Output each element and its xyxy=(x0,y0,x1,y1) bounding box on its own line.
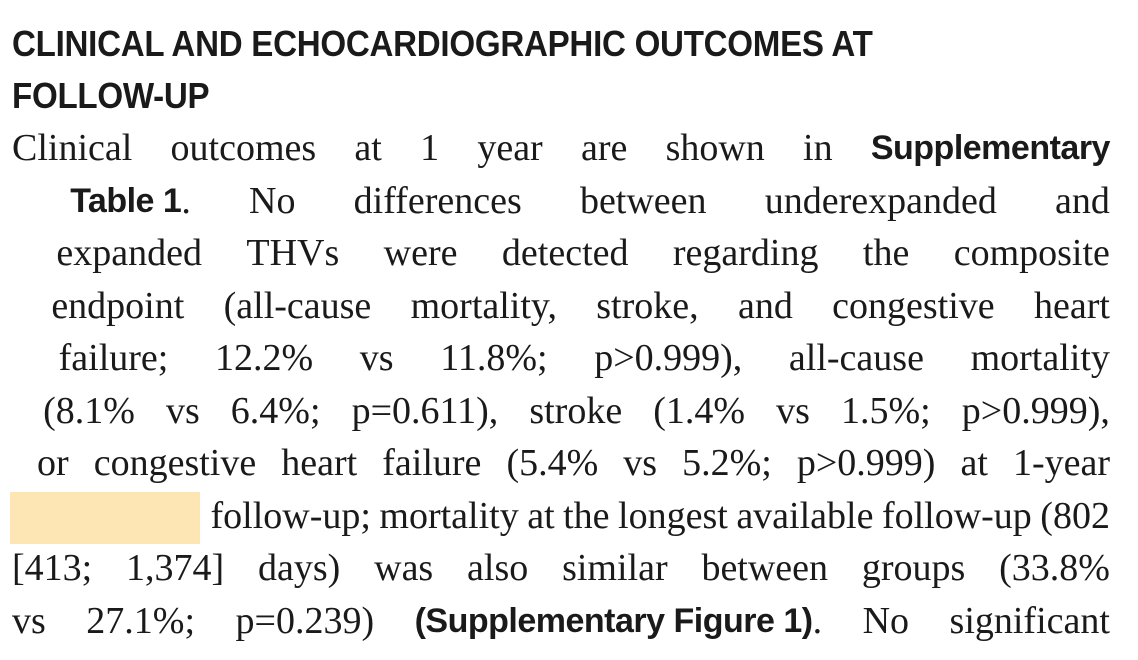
word: vs xyxy=(623,442,658,484)
word: were xyxy=(383,232,458,274)
word: 1-year xyxy=(1012,442,1110,484)
word: No xyxy=(249,179,296,222)
word: was xyxy=(374,547,434,589)
word: mortality, xyxy=(410,284,557,327)
paragraph-line: Clinical outcomes at 1 year are shown in… xyxy=(12,122,1110,175)
word: mortality xyxy=(970,337,1110,379)
word: vs xyxy=(359,337,394,379)
supplementary-figure-link[interactable]: (Supplementary Figure 1) xyxy=(414,601,813,640)
highlight-band xyxy=(10,491,200,544)
supplementary-table-link[interactable]: Table 1 xyxy=(70,181,182,220)
figure-ref-group: (Supplementary Figure 1). xyxy=(415,595,822,648)
word: heart xyxy=(1033,284,1110,327)
word: at xyxy=(527,494,555,537)
word: p>0.999), xyxy=(594,337,743,379)
word: all-cause xyxy=(788,337,924,379)
section-heading: CLINICAL AND ECHOCARDIOGRAPHIC OUTCOMES … xyxy=(12,18,1107,122)
word: . xyxy=(812,599,823,642)
word: stroke, xyxy=(596,284,699,327)
word: or xyxy=(37,442,69,484)
word: (all-cause xyxy=(223,284,372,327)
word: underexpanded xyxy=(764,179,997,222)
word: the xyxy=(862,232,910,274)
paragraph-line: Table 1. No differences between underexp… xyxy=(12,175,1110,228)
word: detected xyxy=(501,232,629,274)
word: endpoint xyxy=(51,284,185,327)
paragraph-line: (8.1% vs 6.4%; p=0.611), stroke (1.4% vs… xyxy=(12,385,1110,438)
word: stroke xyxy=(529,389,623,432)
word: 5.2%; xyxy=(682,442,772,484)
word: (5.4% xyxy=(506,442,599,484)
word: outcomes xyxy=(170,127,317,169)
paragraph-line: endpoint (all-cause mortality, stroke, a… xyxy=(12,280,1110,333)
word: follow-up xyxy=(881,494,1032,537)
word: THVs xyxy=(246,232,340,274)
word: vs xyxy=(12,599,46,642)
word: in xyxy=(803,127,833,169)
word: Clinical xyxy=(12,127,133,169)
word: 12.2% xyxy=(215,337,314,379)
word: between xyxy=(701,547,829,589)
word: p=0.611), xyxy=(351,389,499,432)
word: differences xyxy=(353,179,522,222)
word: congestive xyxy=(832,284,995,327)
paragraph-line: [413; 1,374] days) was also similar betw… xyxy=(12,542,1110,595)
paragraph-line: vs 27.1%; p=0.239) (Supplementary Figure… xyxy=(12,595,1110,648)
word: regarding xyxy=(672,232,819,274)
word: also xyxy=(467,547,529,589)
paragraph-line: follow-up; mortality at the longest avai… xyxy=(10,490,1110,544)
body-paragraph: Clinical outcomes at 1 year are shown in… xyxy=(10,122,1110,648)
word: available xyxy=(736,494,874,537)
word: similar xyxy=(562,547,668,589)
paragraph-line: or congestive heart failure (5.4% vs 5.2… xyxy=(12,437,1110,490)
word: congestive xyxy=(93,442,257,484)
paragraph-line: failure; 12.2% vs 11.8%; p>0.999), all-c… xyxy=(12,332,1110,385)
word: failure xyxy=(382,442,482,484)
word: failure; xyxy=(58,337,169,379)
word: . xyxy=(181,179,191,222)
word: groups xyxy=(861,547,966,589)
section-heading-line-2: FOLLOW-UP xyxy=(12,75,210,116)
word: and xyxy=(737,284,793,327)
word: heart xyxy=(281,442,358,484)
word: vs xyxy=(165,389,200,432)
word: 6.4%; xyxy=(230,389,321,432)
word: vs xyxy=(776,389,810,432)
word: mortality xyxy=(379,494,519,537)
word: shown xyxy=(665,127,765,169)
table-ref-group: Table 1. xyxy=(70,175,191,228)
word: expanded xyxy=(56,232,202,274)
word: (802 xyxy=(1040,494,1110,537)
word: p>0.999), xyxy=(961,389,1110,432)
paragraph-line: expanded THVs were detected regarding th… xyxy=(12,227,1110,280)
word: between xyxy=(579,179,707,222)
word: 1 xyxy=(420,127,440,169)
word: 1,374] xyxy=(126,547,225,589)
word: at xyxy=(354,127,382,169)
word: at xyxy=(960,442,988,484)
word: [413; xyxy=(12,547,93,589)
word: days) xyxy=(258,547,341,589)
word: follow-up; xyxy=(210,494,371,537)
word: significant xyxy=(949,599,1110,642)
article-page: CLINICAL AND ECHOCARDIOGRAPHIC OUTCOMES … xyxy=(10,18,1110,648)
word: year xyxy=(477,127,543,169)
word: (33.8% xyxy=(999,547,1110,589)
word: (8.1% xyxy=(43,389,135,432)
word: No xyxy=(862,599,910,642)
word: composite xyxy=(953,232,1110,274)
word: longest xyxy=(618,494,728,537)
word: (1.4% xyxy=(653,389,746,432)
word: p>0.999) xyxy=(796,442,936,484)
word: p=0.239) xyxy=(235,599,375,642)
word: 11.8%; xyxy=(440,337,548,379)
word: 27.1%; xyxy=(86,599,196,642)
section-heading-line-1: CLINICAL AND ECHOCARDIOGRAPHIC OUTCOMES … xyxy=(12,23,873,64)
word: and xyxy=(1055,179,1110,222)
word: the xyxy=(563,494,610,537)
supplementary-table-link[interactable]: Supplementary xyxy=(870,129,1111,167)
word: are xyxy=(580,127,628,169)
word: 1.5%; xyxy=(841,389,931,432)
